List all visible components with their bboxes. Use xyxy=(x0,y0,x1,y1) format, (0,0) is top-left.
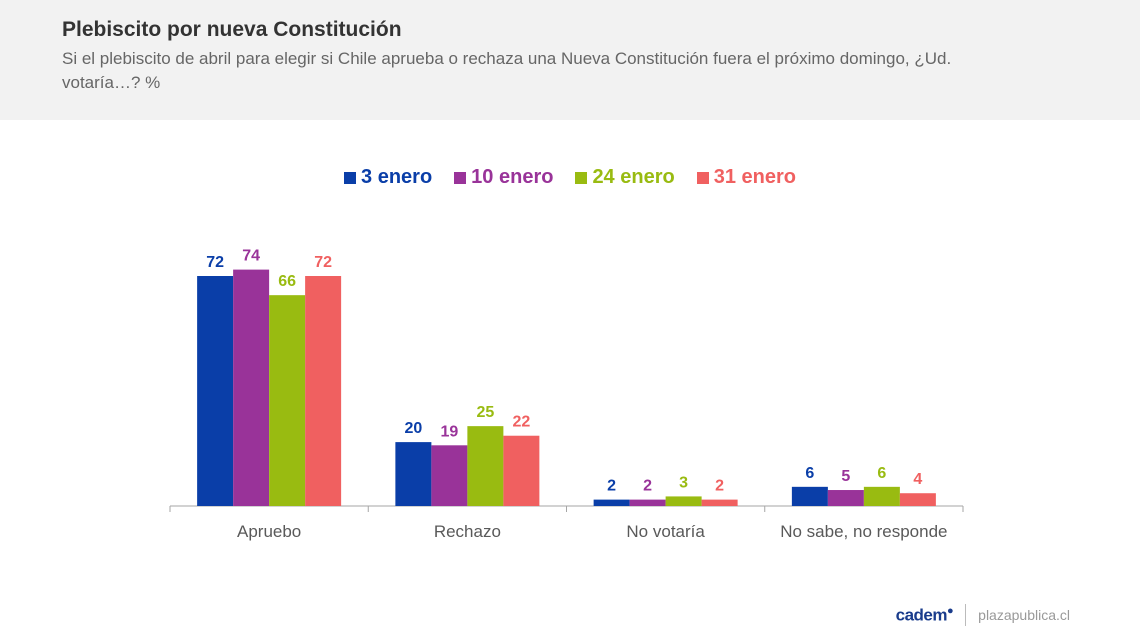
bar xyxy=(863,486,900,506)
bar xyxy=(665,496,702,506)
legend-item: 10 enero xyxy=(454,166,553,189)
bar xyxy=(431,445,468,506)
data-label: 19 xyxy=(440,423,458,440)
bar xyxy=(395,442,432,506)
bar xyxy=(791,486,828,506)
data-label: 3 xyxy=(679,474,688,491)
legend-label: 3 enero xyxy=(361,166,433,188)
x-tick-label: No votaría xyxy=(626,522,705,541)
data-label: 2 xyxy=(715,478,724,495)
bar xyxy=(629,499,666,506)
legend-label: 31 enero xyxy=(713,166,796,188)
legend-item: 3 enero xyxy=(344,166,432,189)
header-band: Plebiscito por nueva Constitución Si el … xyxy=(0,0,1140,120)
data-label: 20 xyxy=(404,420,422,437)
bar xyxy=(305,276,342,506)
bar xyxy=(899,493,936,506)
cadem-logo: cadem● xyxy=(895,604,954,625)
chart-legend: 3 enero 10 enero 24 enero 31 enero xyxy=(0,166,1140,189)
legend-item: 24 enero xyxy=(575,166,675,189)
legend-label: 10 enero xyxy=(471,166,554,188)
bar xyxy=(233,269,270,506)
data-label: 22 xyxy=(512,414,530,431)
x-tick-label: Apruebo xyxy=(237,522,301,541)
legend-swatch xyxy=(696,171,709,184)
data-label: 2 xyxy=(607,478,616,495)
bar xyxy=(593,499,630,506)
legend-swatch xyxy=(454,171,467,184)
page-subtitle: Si el plebiscito de abril para elegir si… xyxy=(62,49,952,92)
x-tick-label: Rechazo xyxy=(434,522,501,541)
site-url: plazapublica.cl xyxy=(978,607,1070,623)
data-label: 72 xyxy=(314,254,332,271)
data-label: 72 xyxy=(206,254,224,271)
legend-item: 31 enero xyxy=(696,166,796,189)
data-label: 6 xyxy=(877,465,886,482)
bar xyxy=(467,426,504,506)
bar xyxy=(197,276,234,506)
legend-swatch xyxy=(344,171,357,184)
data-label: 6 xyxy=(805,465,814,482)
data-label: 25 xyxy=(476,404,494,421)
bar xyxy=(701,499,738,506)
data-label: 74 xyxy=(242,248,260,265)
footer-divider xyxy=(965,604,967,626)
data-label: 2 xyxy=(643,478,652,495)
footer: cadem● plazapublica.cl xyxy=(896,602,1070,628)
data-label: 5 xyxy=(841,468,850,485)
page-title: Plebiscito por nueva Constitución xyxy=(62,18,402,41)
legend-label: 24 enero xyxy=(592,166,675,188)
bar xyxy=(503,435,540,506)
legend-swatch xyxy=(575,171,588,184)
data-label: 66 xyxy=(278,273,296,290)
bar xyxy=(827,490,864,506)
x-tick-label: No sabe, no responde xyxy=(780,522,947,541)
data-label: 4 xyxy=(913,471,922,488)
bar xyxy=(269,295,306,506)
